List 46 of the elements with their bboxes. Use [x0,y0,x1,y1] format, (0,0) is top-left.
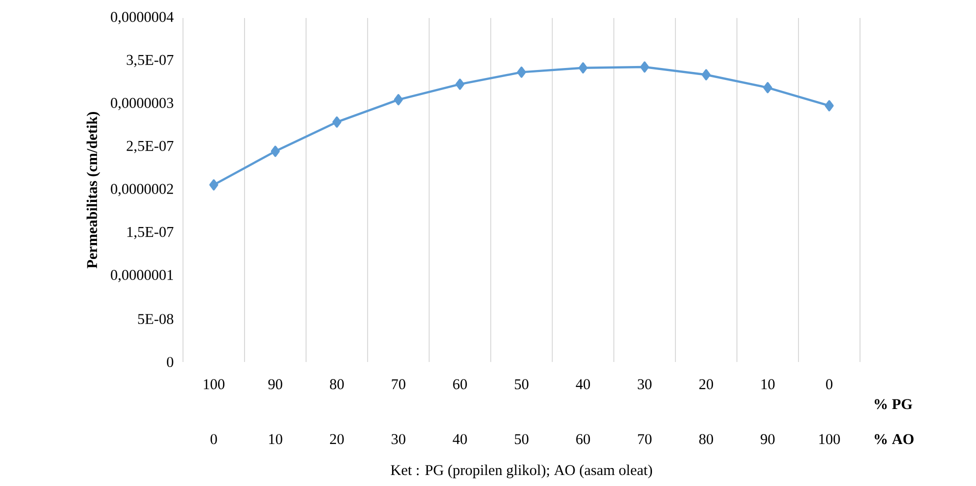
y-tick-label: 0 [166,356,174,368]
y-tick-label: 0,0000003 [110,98,174,110]
x-tick-label: 50 [514,379,528,390]
text: 10 [269,434,282,444]
y-tick-label: 0,0000004 [110,12,174,24]
y-axis-title: Permeabilitas (cm/detik) [86,112,100,268]
point [578,62,588,74]
point [209,179,218,190]
x-tick-label: 20 [699,379,714,390]
point [640,61,650,73]
text: 0 [210,434,217,444]
point [332,116,342,128]
y-tick-label: 1,5E-07 [127,226,174,240]
text: % PG [874,399,912,410]
y-tick-label: 3,5E-07 [126,54,174,68]
x-tick-label: 100 [204,379,224,390]
x-tick-label: 80 [330,379,344,390]
x-tick-label: 30 [638,379,652,390]
text: 90 [760,434,775,444]
text: 50 [514,434,528,444]
y-tick-label: 0,0000002 [110,184,173,196]
y-tick-label: 5E-08 [138,314,174,324]
text: 80 [699,434,714,444]
x-tick-label: 40 [576,379,590,390]
x-tick-label: 0 [826,379,832,390]
x-tick-label: 90 [268,379,282,390]
text: Ket : PG (propilen glikol); AO (asam oleat) [390,464,652,478]
y-tick-label: 2,5E-07 [126,140,174,154]
text: 40 [452,434,467,444]
text: 100 [819,434,840,444]
point [456,78,464,90]
point [517,66,526,78]
text: 70 [638,434,652,444]
text: 20 [330,434,344,444]
text: 60 [576,434,590,444]
point [394,94,403,106]
y-tick-label: 0,0000001 [110,270,173,282]
x-tick-label: 60 [453,379,467,390]
text: % AO [874,434,914,444]
point [270,146,280,157]
x-tick-label: 70 [392,379,406,390]
point [763,82,772,94]
point [824,100,834,112]
text: 30 [392,434,406,444]
x-tick-label: 10 [762,379,775,390]
point [702,69,711,80]
